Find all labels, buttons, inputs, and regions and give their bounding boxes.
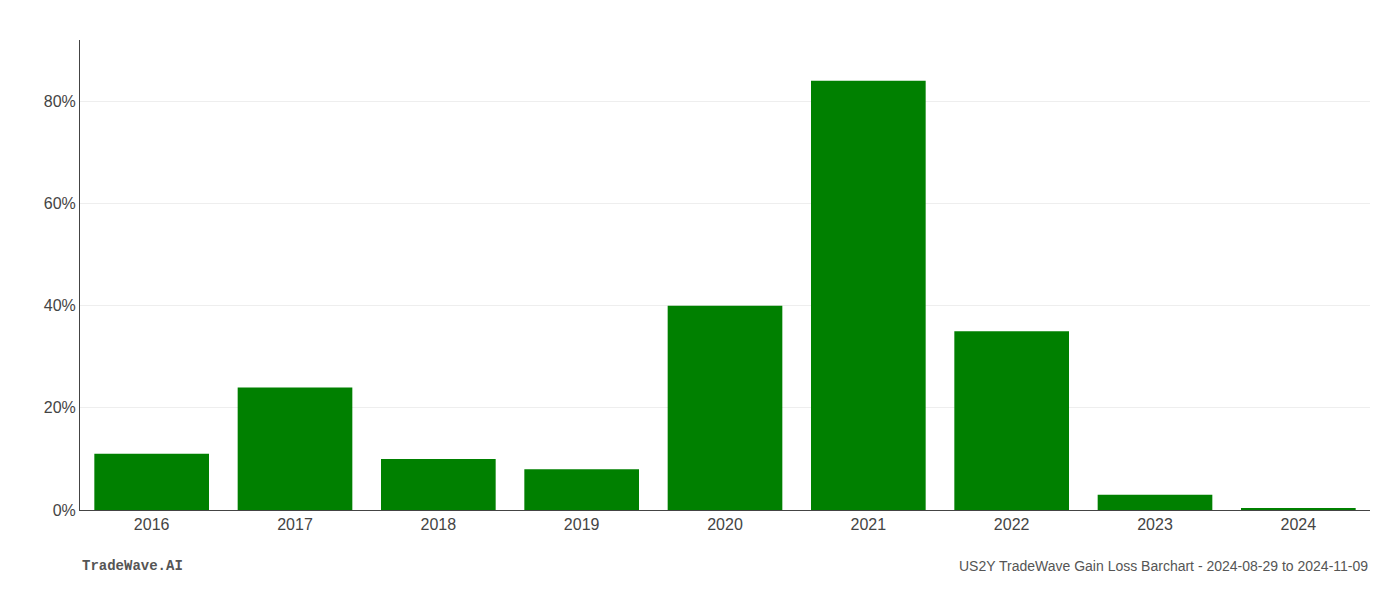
svg-text:2016: 2016 (134, 516, 170, 533)
svg-text:2020: 2020 (707, 516, 743, 533)
svg-text:0%: 0% (53, 502, 76, 519)
svg-text:20%: 20% (44, 399, 76, 416)
svg-text:60%: 60% (44, 195, 76, 212)
svg-text:40%: 40% (44, 297, 76, 314)
svg-text:2019: 2019 (564, 516, 600, 533)
svg-text:2023: 2023 (1137, 516, 1173, 533)
svg-text:2021: 2021 (851, 516, 887, 533)
svg-text:2017: 2017 (277, 516, 313, 533)
svg-text:TradeWave.AI: TradeWave.AI (82, 558, 183, 574)
svg-text:2024: 2024 (1281, 516, 1317, 533)
svg-text:2018: 2018 (421, 516, 457, 533)
svg-text:US2Y TradeWave Gain Loss Barch: US2Y TradeWave Gain Loss Barchart - 2024… (959, 558, 1368, 574)
svg-text:80%: 80% (44, 93, 76, 110)
svg-text:2022: 2022 (994, 516, 1030, 533)
